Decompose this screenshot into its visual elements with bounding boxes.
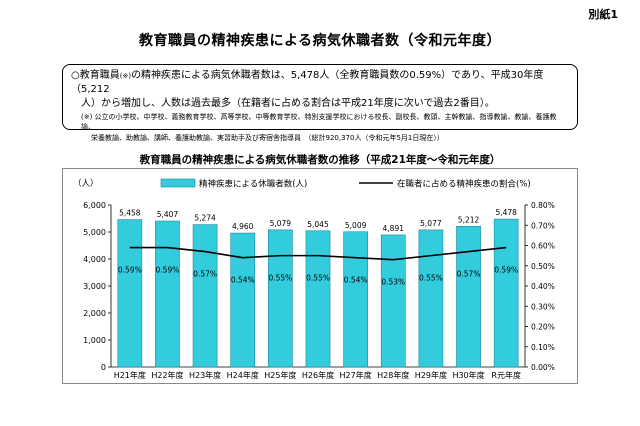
legend-label-bars: 精神疾患による休職者数(人) [199, 179, 307, 190]
bar-value-label: 5,274 [194, 214, 216, 223]
ratio-value-label: 0.57% [193, 270, 217, 279]
left-axis-tick-label: 5,000 [83, 228, 106, 237]
bar-value-label: 5,079 [270, 219, 292, 228]
summary-line-1-b: の精神疾患による病気休職者数は、5,478人（全教育職員数の0.59%）であり、… [71, 70, 544, 95]
x-tick-label: H24年度 [227, 370, 259, 380]
right-axis-tick-label: 0.30% [531, 302, 555, 311]
x-tick-label: H28年度 [377, 370, 409, 380]
bar [230, 232, 256, 368]
chart-frame: （人） 精神疾患による休職者数(人) 在職者に占める精神疾患の割合(%) 0 1,000… [62, 168, 578, 384]
ratio-value-label: 0.54% [344, 276, 368, 285]
x-tick-label: H30年度 [452, 370, 484, 380]
bar [155, 220, 180, 368]
x-tick-label: H25年度 [264, 370, 296, 380]
x-tick-label: H29年度 [415, 370, 447, 380]
page-title: 教育職員の精神疾患による病気休職者数（令和元年度） [138, 33, 502, 49]
bar [192, 224, 218, 368]
x-tick-label: H21年度 [114, 370, 146, 380]
bar-value-label: 4,960 [232, 222, 254, 231]
right-axis-tick-label: 0.50% [531, 262, 555, 271]
bar [380, 234, 406, 368]
x-tick-label: H27年度 [340, 370, 372, 380]
y-axis-unit: （人） [73, 178, 99, 189]
x-tick-label: H22年度 [151, 370, 183, 380]
bar [456, 225, 481, 368]
bar-value-label: 5,045 [307, 220, 329, 229]
bar-value-label: 5,458 [119, 209, 141, 218]
summary-line-1-a: ○教育職員 [71, 70, 120, 81]
ratio-value-label: 0.54% [231, 276, 255, 285]
left-axis-tick-label: 1,000 [83, 336, 106, 345]
summary-footnote-1: (※) 公立の小学校、中学校、義務教育学校、高等学校、中等教育学校、特別支援学校… [81, 113, 557, 131]
summary-box: ○教育職員(※)の精神疾患による病気休職者数は、5,478人（全教育職員数の0.… [62, 64, 578, 142]
chart-title: 教育職員の精神疾患による病気休職者数の推移（平成21年度～令和元年度） [139, 154, 501, 166]
right-axis-tick-label: 0.20% [531, 323, 555, 332]
bar [117, 219, 143, 368]
x-tick-label: H26年度 [302, 370, 334, 380]
ratio-value-label: 0.53% [381, 278, 405, 287]
bar-value-label: 5,077 [420, 219, 442, 228]
bar-value-label: 5,212 [458, 215, 480, 224]
chart-svg: （人） 精神疾患による休職者数(人) 在職者に占める精神疾患の割合(%) 0 1,000… [73, 178, 555, 380]
x-tick-label: H23年度 [189, 370, 221, 380]
left-axis-tick-label: 0 [101, 363, 106, 372]
x-tick-label: R元年度 [491, 370, 521, 380]
ratio-value-label: 0.57% [457, 270, 481, 279]
right-axis-tick-label: 0.00% [531, 363, 555, 372]
bar-value-label: 5,478 [495, 208, 517, 217]
right-axis-tick-label: 0.40% [531, 282, 555, 291]
legend-swatch-bars [160, 178, 196, 188]
legend-label-line: 在職者に占める精神疾患の割合(%) [397, 179, 531, 190]
summary-note-mark: (※) [119, 72, 132, 80]
right-axis-tick-label: 0.60% [531, 242, 555, 251]
annex-label: 別紙1 [588, 8, 618, 21]
bar-value-label: 5,407 [157, 210, 179, 219]
left-axis-tick-label: 2,000 [83, 309, 106, 318]
summary-line-2: 人）から増加し、人数は過去最多（在籍者に占める割合は平成21年度に次いで過去2番… [81, 98, 495, 109]
bar [305, 230, 331, 368]
ratio-value-label: 0.59% [156, 266, 180, 275]
summary-line-1: ○教育職員(※)の精神疾患による病気休職者数は、5,478人（全教育職員数の0.… [71, 69, 569, 97]
ratio-value-label: 0.55% [306, 274, 330, 283]
ratio-value-label: 0.59% [118, 266, 142, 275]
right-axis-tick-label: 0.80% [531, 201, 555, 210]
right-axis-tick-label: 0.70% [531, 221, 555, 230]
bar [268, 229, 293, 368]
ratio-value-label: 0.55% [268, 274, 292, 283]
bar [343, 231, 368, 368]
ratio-value-label: 0.55% [419, 274, 443, 283]
left-axis-tick-label: 3,000 [83, 282, 106, 291]
bar-value-label: 4,891 [383, 224, 405, 233]
ratio-value-label: 0.59% [494, 266, 518, 275]
left-axis-tick-label: 4,000 [83, 255, 106, 264]
bar [493, 218, 519, 368]
summary-footnote-2: 栄養教諭、助教諭、講師、養護助教諭、実習助手及び寄宿舎指導員 （総計920,37… [91, 134, 444, 142]
right-axis-tick-label: 0.10% [531, 343, 555, 352]
bar-value-label: 5,009 [345, 221, 367, 230]
bar [418, 229, 444, 368]
left-axis-tick-label: 6,000 [83, 201, 106, 210]
ratio-line [129, 246, 507, 261]
